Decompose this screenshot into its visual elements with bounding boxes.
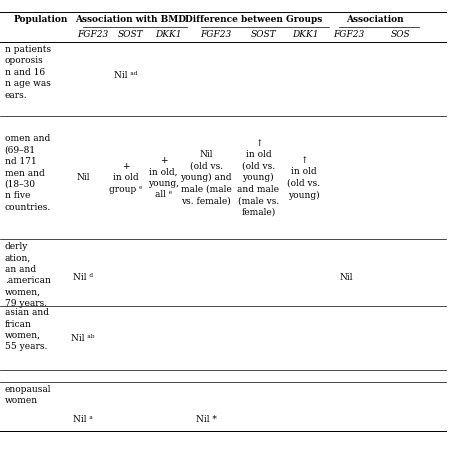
Text: derly
ation,
an and
.american
women,
79 years.: derly ation, an and .american women, 79 … xyxy=(5,242,51,308)
Text: FGF23: FGF23 xyxy=(200,30,231,38)
Text: Nil *: Nil * xyxy=(196,415,217,424)
Text: +
in old
group ᵉ: + in old group ᵉ xyxy=(109,162,142,194)
Text: FGF23: FGF23 xyxy=(77,30,108,38)
Text: SOST: SOST xyxy=(250,30,276,38)
Text: FGF23: FGF23 xyxy=(333,30,364,38)
Text: omen and
(69–81
nd 171
men and
(18–30
n five
countries.: omen and (69–81 nd 171 men and (18–30 n … xyxy=(5,134,51,212)
Text: Nil
(old vs.
young) and
male (male
vs. female): Nil (old vs. young) and male (male vs. f… xyxy=(181,150,232,205)
Text: Nil ᵃ: Nil ᵃ xyxy=(73,415,93,424)
Text: Nil: Nil xyxy=(76,173,90,182)
Text: Association with BMD: Association with BMD xyxy=(75,16,186,24)
Text: DKK1: DKK1 xyxy=(155,30,182,38)
Text: SOS: SOS xyxy=(391,30,410,38)
Text: n patients
oporosis
n and 16
n age was
ears.: n patients oporosis n and 16 n age was e… xyxy=(5,45,51,100)
Text: DKK1: DKK1 xyxy=(292,30,319,38)
Text: ↑
in old
(old vs.
young): ↑ in old (old vs. young) xyxy=(287,156,320,200)
Text: Difference between Groups: Difference between Groups xyxy=(185,16,322,24)
Text: Population: Population xyxy=(13,16,67,24)
Text: +
in old,
young,
all ᵉ: + in old, young, all ᵉ xyxy=(148,156,179,200)
Text: enopausal
women: enopausal women xyxy=(5,385,51,405)
Text: SOST: SOST xyxy=(118,30,143,38)
Text: ↑
in old
(old vs.
young)
and male
(male vs.
female): ↑ in old (old vs. young) and male (male … xyxy=(237,139,279,217)
Text: Nil ᵃᵈ: Nil ᵃᵈ xyxy=(114,72,137,80)
Text: Nil ᵈ: Nil ᵈ xyxy=(73,273,93,282)
Text: asian and
frican
women,
55 years.: asian and frican women, 55 years. xyxy=(5,308,49,351)
Text: Nil ᵃᵇ: Nil ᵃᵇ xyxy=(71,335,95,343)
Text: Nil: Nil xyxy=(339,273,353,282)
Text: Association: Association xyxy=(346,16,403,24)
